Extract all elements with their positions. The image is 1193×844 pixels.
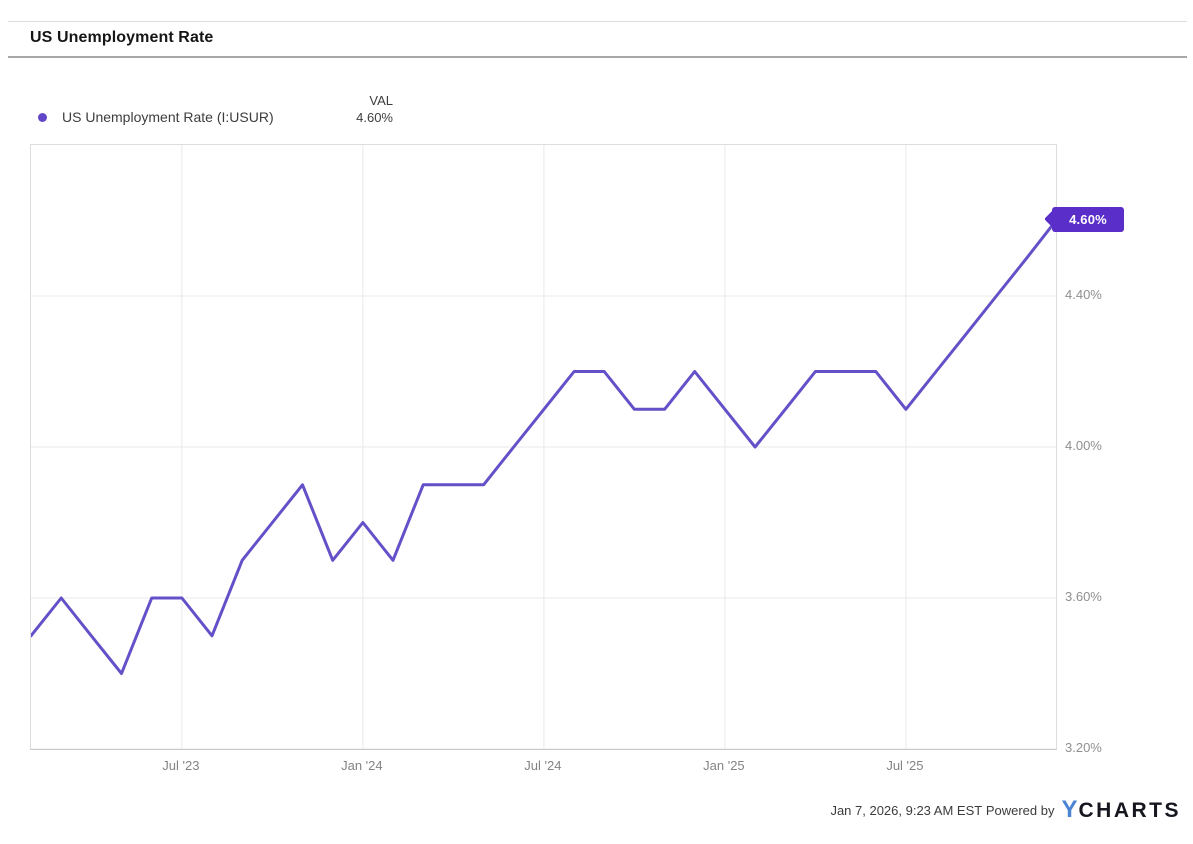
page-title: US Unemployment Rate <box>30 29 214 46</box>
title-underline <box>8 56 1187 58</box>
legend-row: US Unemployment Rate (I:USUR) <box>38 109 274 125</box>
y-axis-label: 4.00% <box>1065 438 1102 453</box>
top-divider <box>8 21 1187 22</box>
y-axis-label: 4.40% <box>1065 287 1102 302</box>
line-chart-svg <box>31 145 1056 749</box>
ycharts-logo[interactable]: Y CHARTS <box>1061 798 1181 822</box>
last-value-badge-text: 4.60% <box>1069 211 1107 227</box>
chart-footer: Jan 7, 2026, 9:23 AM EST Powered by Y CHA… <box>830 798 1181 822</box>
plot-area[interactable] <box>30 144 1057 750</box>
x-axis-label: Jan '24 <box>341 758 383 773</box>
ycharts-logo-text: CHARTS <box>1078 798 1181 822</box>
ycharts-logo-y-icon: Y <box>1061 796 1078 823</box>
x-axis-label: Jan '25 <box>703 758 745 773</box>
last-value-badge: 4.60% <box>1044 206 1124 232</box>
x-axis-label: Jul '25 <box>886 758 924 773</box>
legend-series-label: US Unemployment Rate (I:USUR) <box>62 109 274 125</box>
legend-series-value: 4.60% <box>356 110 393 125</box>
footer-timestamp-text: Jan 7, 2026, 9:23 AM EST <box>830 802 983 818</box>
y-axis-label: 3.20% <box>1065 740 1102 755</box>
footer-powered-by-text: Powered by <box>985 802 1055 818</box>
x-axis-label: Jul '23 <box>162 758 200 773</box>
x-axis-label: Jul '24 <box>524 758 562 773</box>
y-axis-label: 3.60% <box>1065 589 1102 604</box>
legend-series-dot <box>38 112 47 122</box>
footer-timestamp: Jan 7, 2026, 9:23 AM EST Powered by <box>830 803 1054 818</box>
val-column-header: VAL <box>369 93 393 108</box>
